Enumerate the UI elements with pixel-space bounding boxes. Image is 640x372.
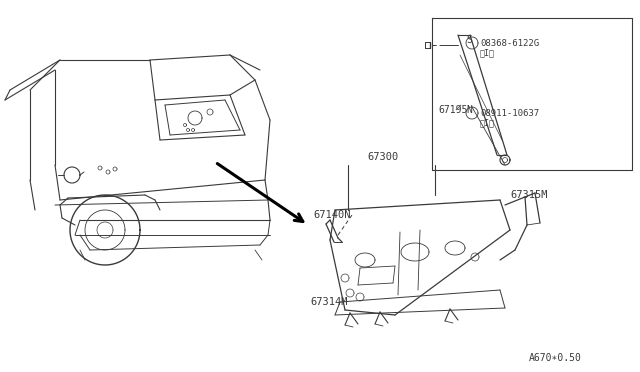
Text: 67315M: 67315M — [510, 190, 547, 200]
Text: （I）: （I） — [480, 48, 495, 58]
Text: 67300: 67300 — [367, 152, 399, 162]
Text: N: N — [466, 105, 472, 115]
Text: 08368-6122G: 08368-6122G — [480, 38, 539, 48]
Text: A670∗0.50: A670∗0.50 — [529, 353, 581, 363]
Text: 67140N: 67140N — [313, 210, 351, 220]
Text: 67195: 67195 — [438, 105, 467, 115]
Text: S: S — [466, 35, 472, 45]
Text: 08911-10637: 08911-10637 — [480, 109, 539, 118]
Text: 67314M: 67314M — [310, 297, 348, 307]
Text: （I）: （I） — [480, 119, 495, 128]
